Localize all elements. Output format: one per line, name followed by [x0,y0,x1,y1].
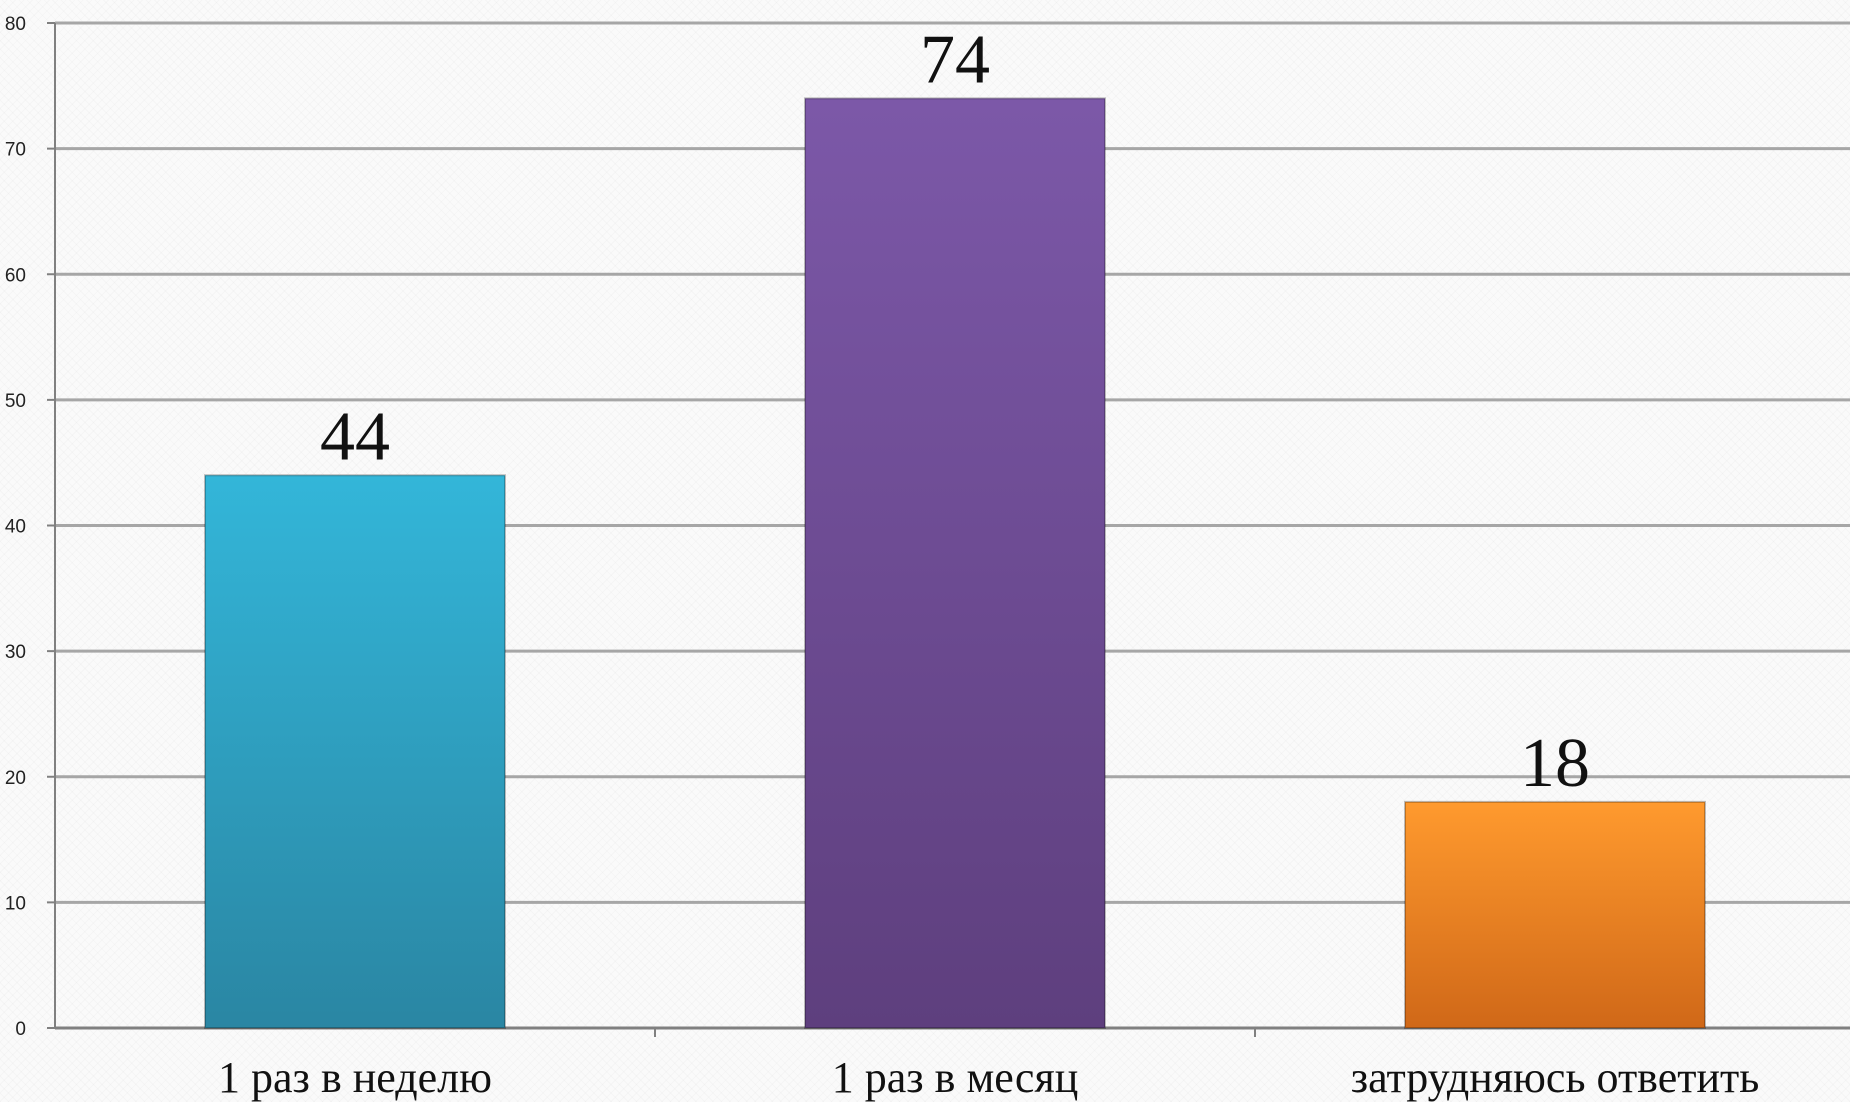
x-tick-label: затрудняюсь ответить [1351,1053,1760,1102]
bars [204,97,1706,1029]
data-labels: 1 раз в неделю 44 1 раз в месяц 74 затрудняю… [218,21,1759,1102]
bar [804,97,1106,1029]
data-label: 74 [920,21,990,98]
bar [204,474,506,1029]
data-label: 44 [320,398,390,475]
x-tick-label: 1 раз в неделю [218,1053,492,1102]
data-label: 18 [1520,725,1590,802]
y-tick-label: 20 [5,768,26,789]
y-tick-label: 30 [5,642,26,663]
y-tick-label: 10 [5,893,26,914]
y-tick-label: 40 [5,517,26,538]
y-tick-label: 80 [5,14,26,35]
y-tick-label: 70 [5,140,26,161]
y-tick-label: 50 [5,391,26,412]
bar [1404,800,1706,1029]
x-tick-label: 1 раз в месяц [832,1053,1078,1102]
y-tick-label: 60 [5,265,26,286]
y-tick-label: 0 [15,1019,26,1040]
